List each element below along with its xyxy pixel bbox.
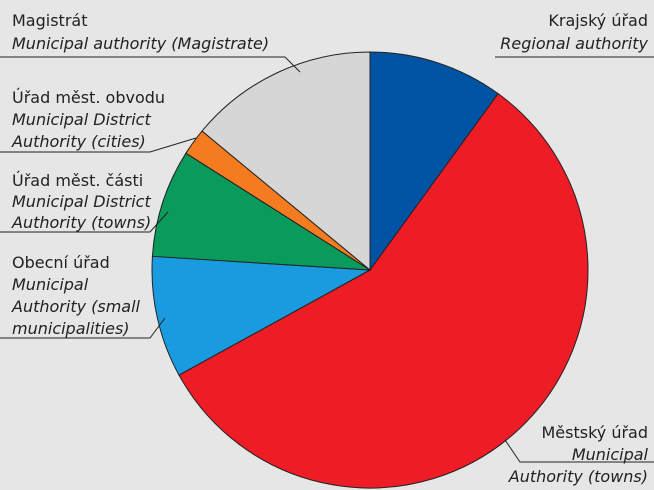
label-translation: Authority (towns): [508, 467, 648, 486]
label-translation: Regional authority: [500, 34, 648, 53]
pie-slice: [151, 152, 371, 271]
label-name: Městský úřad: [541, 423, 648, 442]
label-name: Úřad měst. části: [12, 171, 143, 190]
label-name: Úřad měst. obvodu: [12, 88, 165, 107]
leader-line: [0, 211, 169, 233]
leader-line: [0, 137, 197, 153]
label-translation: Municipal: [12, 275, 89, 294]
label-translation: Municipal authority (Magistrate): [12, 34, 269, 53]
label-name: Magistrát: [12, 11, 87, 30]
pie-slice: [369, 51, 499, 272]
pie-slice: [201, 51, 371, 272]
leader-line: [504, 439, 654, 463]
label-translation: Municipal: [572, 445, 649, 464]
label-translation: Authority (small: [11, 297, 141, 316]
label-name: Obecní úřad: [12, 253, 110, 272]
pie-slice: [178, 92, 589, 489]
label-translation: Authority (cities): [11, 132, 146, 151]
pie: [151, 51, 589, 489]
label-translation: Authority (towns): [11, 213, 151, 232]
label-translation: Municipal District: [12, 110, 151, 129]
leader-line: [0, 56, 301, 73]
leader-line: [0, 317, 166, 339]
label-translation: municipalities): [12, 319, 130, 338]
label-translation: Municipal District: [12, 192, 151, 211]
pie-slice: [151, 255, 372, 376]
label-name: Krajský úřad: [548, 11, 648, 30]
